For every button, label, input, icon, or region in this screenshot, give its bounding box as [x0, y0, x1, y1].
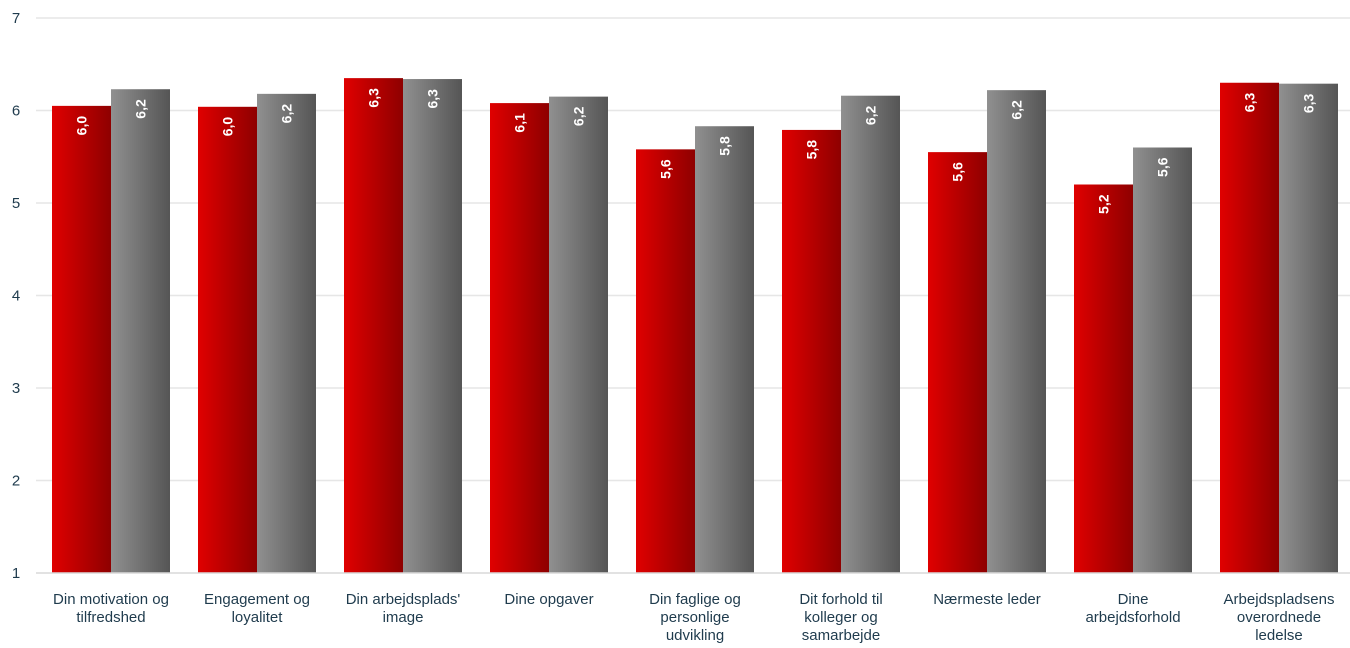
x-category-label-line: Dine opgaver [504, 591, 593, 608]
x-category-label: Din faglige og personlige udvikling [649, 591, 741, 644]
x-category-label-line: overordnede [1237, 609, 1321, 626]
bar-series-2 [111, 89, 170, 573]
x-category-label-line: udvikling [666, 627, 724, 644]
data-label: 6,1 [512, 113, 528, 133]
x-category-label-line: loyalitet [232, 609, 284, 626]
axes: 1 2 3 4 5 6 7 Din motivation og tilfredshed Engag… [12, 10, 1350, 644]
bar-series-1 [1074, 184, 1133, 573]
x-category-label-line: tilfredshed [76, 609, 145, 626]
x-category-label: Engagement og loyalitet [204, 591, 310, 626]
bar-series-2 [257, 93, 316, 573]
y-tick-label: 7 [12, 10, 20, 27]
bar-series-2 [1279, 83, 1338, 574]
x-category-label: Dine opgaver [504, 591, 593, 608]
data-label: 6,2 [133, 99, 149, 119]
data-label: 5,8 [717, 136, 733, 156]
bar-series-1 [52, 105, 111, 573]
data-label: 6,0 [220, 117, 236, 137]
data-label: 6,2 [863, 105, 879, 125]
x-category-label: Nærmeste leder [933, 591, 1041, 608]
x-category-label-line: Dit forhold til [799, 591, 882, 608]
x-category-label-line: arbejdsforhold [1085, 609, 1180, 626]
x-category-label: Dine arbejdsforhold [1085, 591, 1180, 626]
bar-series-1 [344, 78, 403, 573]
bar-series-2 [549, 96, 608, 573]
data-label: 5,2 [1096, 194, 1112, 214]
x-category-label-line: samarbejde [802, 627, 880, 644]
y-tick-label: 4 [12, 288, 20, 305]
data-label: 5,8 [804, 140, 820, 160]
data-label: 6,0 [74, 116, 90, 136]
data-label: 6,3 [366, 88, 382, 108]
x-category-label: Din arbejdsplads' image [346, 591, 461, 626]
y-tick-label: 3 [12, 380, 20, 397]
data-label: 6,3 [1301, 93, 1317, 113]
x-category-label-line: Arbejdspladsens [1224, 591, 1335, 608]
bar-series-1 [928, 152, 987, 573]
bars [52, 78, 1338, 574]
x-category-label: Arbejdspladsens overordnede ledelse [1224, 591, 1335, 644]
x-category-label-line: ledelse [1255, 627, 1303, 644]
y-tick-label: 6 [12, 103, 20, 120]
bar-series-2 [1133, 147, 1192, 573]
bar-series-1 [636, 149, 695, 573]
x-category-label-line: Engagement og [204, 591, 310, 608]
y-tick-label: 5 [12, 195, 20, 212]
data-label: 6,2 [1009, 100, 1025, 120]
x-category-label: Din motivation og tilfredshed [53, 591, 169, 626]
x-category-label-line: kolleger og [804, 609, 877, 626]
data-label: 6,3 [1242, 93, 1258, 113]
data-labels: 6,0 6,2 6,0 6,2 6,3 6,3 6,1 6,2 5,6 5,8 5,8 6,2 5,6 6… [74, 88, 1317, 214]
data-label: 5,6 [658, 159, 674, 179]
x-category-label-line: Din motivation og [53, 591, 169, 608]
bar-series-2 [987, 90, 1046, 574]
bar-series-1 [1220, 82, 1279, 573]
x-category-label-line: Nærmeste leder [933, 591, 1041, 608]
x-category-label-line: Dine [1118, 591, 1149, 608]
y-tick-label: 1 [12, 565, 20, 582]
bar-series-2 [841, 95, 900, 573]
x-category-label-line: Din arbejdsplads' [346, 591, 461, 608]
x-category-label-line: image [383, 609, 424, 626]
data-label: 6,3 [425, 89, 441, 109]
bar-series-1 [490, 103, 549, 573]
data-label: 5,6 [1155, 157, 1171, 177]
data-label: 5,6 [950, 162, 966, 182]
bar-series-1 [782, 129, 841, 574]
data-label: 6,2 [279, 104, 295, 124]
bar-series-2 [403, 79, 462, 574]
bar-series-2 [695, 126, 754, 573]
x-category-label: Dit forhold til kolleger og samarbejde [799, 591, 882, 644]
data-label: 6,2 [571, 106, 587, 126]
y-tick-label: 2 [12, 473, 20, 490]
bar-series-1 [198, 106, 257, 574]
x-category-label-line: Din faglige og [649, 591, 741, 608]
x-category-label-line: personlige [660, 609, 729, 626]
